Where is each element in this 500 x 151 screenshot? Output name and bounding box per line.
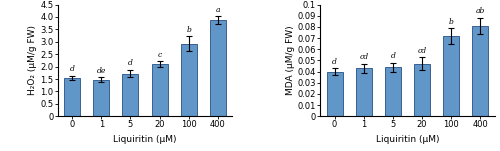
Bar	[152, 64, 168, 116]
Text: a: a	[216, 6, 220, 14]
Bar	[180, 43, 197, 116]
Bar	[210, 20, 226, 116]
Text: c: c	[158, 51, 162, 59]
Y-axis label: MDA (μM/g FW): MDA (μM/g FW)	[286, 26, 294, 95]
Text: cd: cd	[418, 47, 426, 55]
Y-axis label: H₂O₂ (μM/g FW): H₂O₂ (μM/g FW)	[28, 25, 38, 95]
Bar	[64, 78, 80, 116]
Text: d: d	[70, 65, 74, 73]
X-axis label: Liquiritin (μM): Liquiritin (μM)	[376, 135, 439, 144]
Text: cd: cd	[359, 53, 368, 61]
Text: b: b	[186, 26, 191, 34]
Text: d: d	[128, 59, 133, 67]
Bar	[122, 74, 138, 116]
Bar	[472, 26, 488, 116]
Bar	[443, 36, 460, 116]
Bar	[414, 64, 430, 116]
Bar	[93, 80, 110, 116]
Bar	[326, 72, 342, 116]
Text: d: d	[332, 58, 337, 66]
Text: b: b	[449, 18, 454, 26]
X-axis label: Liquiritin (μM): Liquiritin (μM)	[113, 135, 177, 144]
Text: d: d	[390, 52, 396, 60]
Text: de: de	[96, 67, 106, 75]
Bar	[356, 68, 372, 116]
Text: ab: ab	[476, 8, 485, 16]
Bar	[385, 67, 401, 116]
